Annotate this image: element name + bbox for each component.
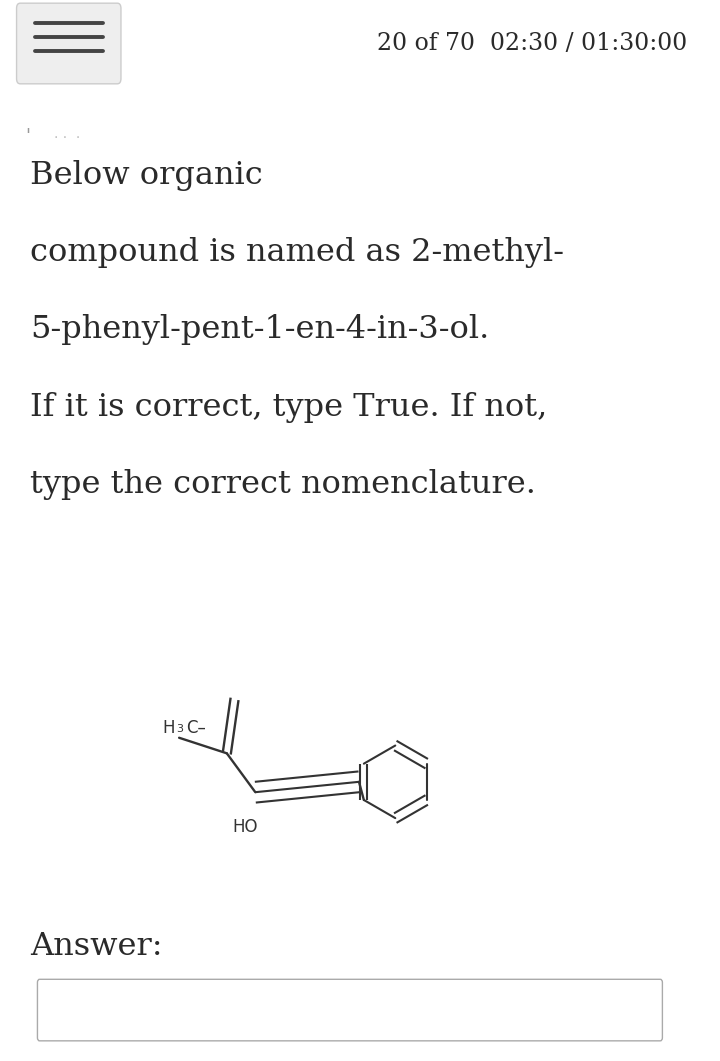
Text: Below organic: Below organic [30,159,263,191]
FancyBboxPatch shape [17,3,121,84]
Text: type the correct nomenclature.: type the correct nomenclature. [30,469,536,501]
Text: ': ' [25,127,30,144]
Text: C–: C– [186,719,206,737]
Text: HO: HO [232,818,258,836]
Text: · ·  ·: · · · [54,131,80,145]
Text: 5-phenyl-pent-1-en-4-in-3-ol.: 5-phenyl-pent-1-en-4-in-3-ol. [30,314,490,346]
FancyBboxPatch shape [37,979,662,1041]
Text: 3: 3 [176,724,184,734]
Text: 20 of 70  02:30 / 01:30:00: 20 of 70 02:30 / 01:30:00 [377,32,688,55]
Text: If it is correct, type True. If not,: If it is correct, type True. If not, [30,392,547,423]
Text: Answer:: Answer: [30,930,163,962]
Text: compound is named as 2-methyl-: compound is named as 2-methyl- [30,237,564,268]
Text: H: H [163,719,175,737]
